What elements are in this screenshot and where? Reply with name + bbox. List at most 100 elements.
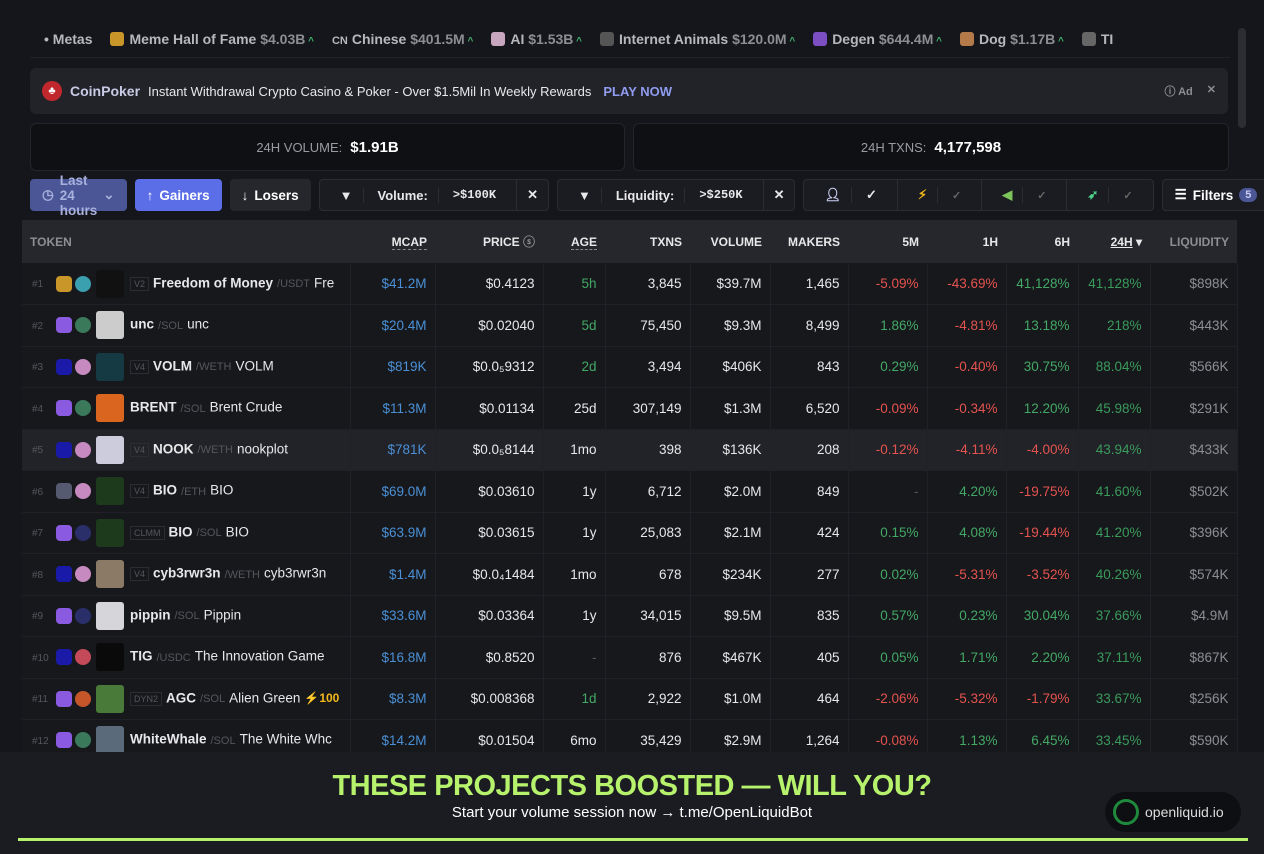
meta-item[interactable]: Dog $1.17B ^ [959, 30, 1064, 47]
cell-h24: 218% [1078, 304, 1151, 347]
token-name: Pippin [203, 607, 242, 623]
meta-item[interactable]: CN Chinese $401.5M ^ [332, 31, 473, 47]
token-cell[interactable]: #9 pippin/SOL Pippin [22, 595, 351, 637]
clear-liquidity-filter-button[interactable]: ✕ [773, 187, 785, 202]
ads-toggle[interactable]: ◀ ✓ [982, 180, 1068, 210]
dex-version-badge: V4 [130, 442, 150, 457]
cell-age: 1y [543, 595, 606, 637]
table-row[interactable]: #6 V4 BIO/ETH BIO $69.0M $0.03610 1y 6,712 $2.0M… [22, 470, 1238, 513]
token-avatar [96, 560, 124, 589]
column-header-1h[interactable]: 1H [927, 220, 1006, 263]
quote-token: /WETH [196, 361, 232, 374]
losers-button[interactable]: ↓ Losers [229, 179, 311, 211]
ad-info[interactable]: ⓘ Ad [1164, 86, 1193, 98]
meta-icon [959, 31, 974, 46]
metas-label[interactable]: • Metas [44, 30, 93, 47]
promo-subline[interactable]: Start your volume session now → t.me/Ope… [451, 804, 813, 821]
check-icon: ✓ [1123, 189, 1133, 202]
column-header-volume[interactable]: VOLUME [690, 220, 770, 263]
ad-cta[interactable]: PLAY NOW [603, 83, 673, 99]
column-header-token[interactable]: TOKEN [22, 220, 350, 263]
token-cell[interactable]: #11 DYN2 AGC/SOL Alien Green ⚡100 [22, 678, 351, 720]
meta-value: $1.17B [1010, 30, 1056, 47]
token-cell[interactable]: #2 unc/SOL unc [22, 304, 351, 347]
timeframe-dropdown[interactable]: ◷ Last 24 hours ⌄ [30, 173, 127, 218]
dex-icon [75, 483, 91, 500]
cell-txns: 398 [605, 429, 691, 471]
token-symbol: TIG [130, 648, 153, 664]
clear-volume-filter-button[interactable]: ✕ [527, 187, 538, 202]
token-avatar [96, 601, 124, 630]
filters-button[interactable]: ☰ Filters 5 [1161, 179, 1264, 211]
caret-up-icon: ^ [933, 35, 942, 47]
column-header-price[interactable]: PRICE ⓢ [435, 220, 543, 263]
column-label: 6H [1054, 234, 1070, 249]
column-header-txns[interactable]: TXNS [605, 220, 690, 263]
volume-filter[interactable]: ▼ Volume: >$100K ✕ [318, 179, 549, 211]
ad-brand: CoinPoker [70, 83, 141, 99]
token-cell[interactable]: #5 V4 NOOK/WETH nookplot [22, 429, 351, 471]
ad-close-button[interactable]: ✕ [1206, 84, 1216, 96]
token-cell[interactable]: #7 CLMM BIO/SOL BIO [22, 512, 351, 554]
meta-icon [600, 31, 615, 46]
table-row[interactable]: #4 BRENT/SOL Brent Crude $11.3M $0.01134 25d 3… [22, 387, 1238, 430]
meta-item[interactable]: Meme Hall of Fame $4.03B ^ [110, 31, 314, 47]
meta-item[interactable]: TI [1081, 31, 1113, 47]
table-row[interactable]: #5 V4 NOOK/WETH nookplot $781K $0.0₅8144 1mo 39… [22, 429, 1238, 471]
cell-age: 1d [543, 678, 606, 720]
liquidity-filter[interactable]: ▼ Liquidity: >$250K ✕ [556, 179, 796, 211]
token-cell[interactable]: #6 V4 BIO/ETH BIO [22, 470, 351, 513]
table-row[interactable]: #8 V4 cyb3rwr3n/WETH cyb3rwr3n $1.4M $0.0₄148… [22, 553, 1238, 596]
column-header-makers[interactable]: MAKERS [770, 220, 848, 263]
column-header-mcap[interactable]: MCAP [350, 220, 435, 263]
table-row[interactable]: #2 unc/SOL unc $20.4M $0.02040 5d 75,450 $9.3M 8… [22, 304, 1238, 347]
chain-icon [56, 400, 72, 417]
scrollbar[interactable] [1238, 28, 1246, 128]
table-row[interactable]: #9 pippin/SOL Pippin $33.6M $0.03364 1y 34,015… [22, 595, 1238, 637]
token-name: Brent Crude [209, 399, 283, 415]
meta-item[interactable]: Degen $644.4M ^ [813, 31, 942, 47]
table-row[interactable]: #10 TIG/USDC The Innovation Game $16.8M $0.8… [22, 636, 1238, 679]
openliquid-badge[interactable]: openliquid.io [1105, 792, 1241, 832]
meta-item[interactable]: AI $1.53B ^ [491, 31, 582, 47]
column-header-5m[interactable]: 5M [848, 220, 927, 263]
token-cell[interactable]: #8 V4 cyb3rwr3n/WETH cyb3rwr3n [22, 553, 351, 596]
check-icon: ✓ [1037, 189, 1047, 202]
table-row[interactable]: #1 V2 Freedom of Money/USDT Fre $41.2M $0.412… [22, 263, 1238, 305]
chain-icon [56, 441, 72, 458]
boost-toggle[interactable]: ⚡︎ ✓ [898, 180, 983, 210]
cell-m5: -5.09% [848, 263, 928, 305]
token-symbol: WhiteWhale [130, 731, 207, 747]
cell-makers: 6,520 [770, 387, 849, 430]
ad-banner[interactable]: ♣ CoinPoker Instant Withdrawal Crypto Ca… [30, 68, 1228, 114]
cell-liq: $502K [1150, 470, 1238, 513]
cell-h6: 13.18% [1006, 304, 1079, 347]
table-row[interactable]: #3 V4 VOLM/WETH VOLM $819K $0.0₅9312 2d 3,494 $4… [22, 346, 1238, 388]
column-header-liquidity[interactable]: LIQUIDITY [1150, 220, 1237, 263]
cell-h1: -43.69% [927, 263, 1007, 305]
table-row[interactable]: #11 DYN2 AGC/SOL Alien Green ⚡100 $8.3M $0.008… [22, 678, 1238, 720]
launch-toggle[interactable]: ➶ ✓ [1067, 180, 1152, 210]
cell-m5: 1.86% [848, 304, 928, 347]
table-row[interactable]: #7 CLMM BIO/SOL BIO $63.9M $0.03615 1y 25,083 $2… [22, 512, 1238, 554]
gainers-button[interactable]: ↑ Gainers [134, 179, 222, 211]
cell-txns: 75,450 [605, 304, 691, 347]
quote-token: /USDT [277, 278, 311, 291]
column-header-age[interactable]: AGE [543, 220, 605, 263]
cell-h6: 2.20% [1006, 636, 1079, 679]
profile-toggle[interactable]: 👤︎ ✓ [804, 180, 898, 210]
currency-toggle-icon[interactable]: ⓢ [519, 235, 535, 249]
meta-item[interactable]: Internet Animals $120.0M ^ [600, 31, 795, 47]
cell-m5: - [848, 470, 928, 513]
column-header-24h[interactable]: 24H ▾ [1078, 220, 1150, 263]
cell-volume: $136K [690, 429, 771, 471]
token-cell[interactable]: #4 BRENT/SOL Brent Crude [22, 387, 351, 430]
token-cell[interactable]: #1 V2 Freedom of Money/USDT Fre [22, 263, 351, 305]
cell-age: 1mo [543, 429, 606, 471]
token-cell[interactable]: #10 TIG/USDC The Innovation Game [22, 636, 351, 679]
column-header-6h[interactable]: 6H [1006, 220, 1078, 263]
meta-icon [491, 31, 506, 46]
token-symbol: unc [130, 316, 155, 332]
token-cell[interactable]: #3 V4 VOLM/WETH VOLM [22, 346, 351, 388]
chain-icon [56, 607, 72, 624]
